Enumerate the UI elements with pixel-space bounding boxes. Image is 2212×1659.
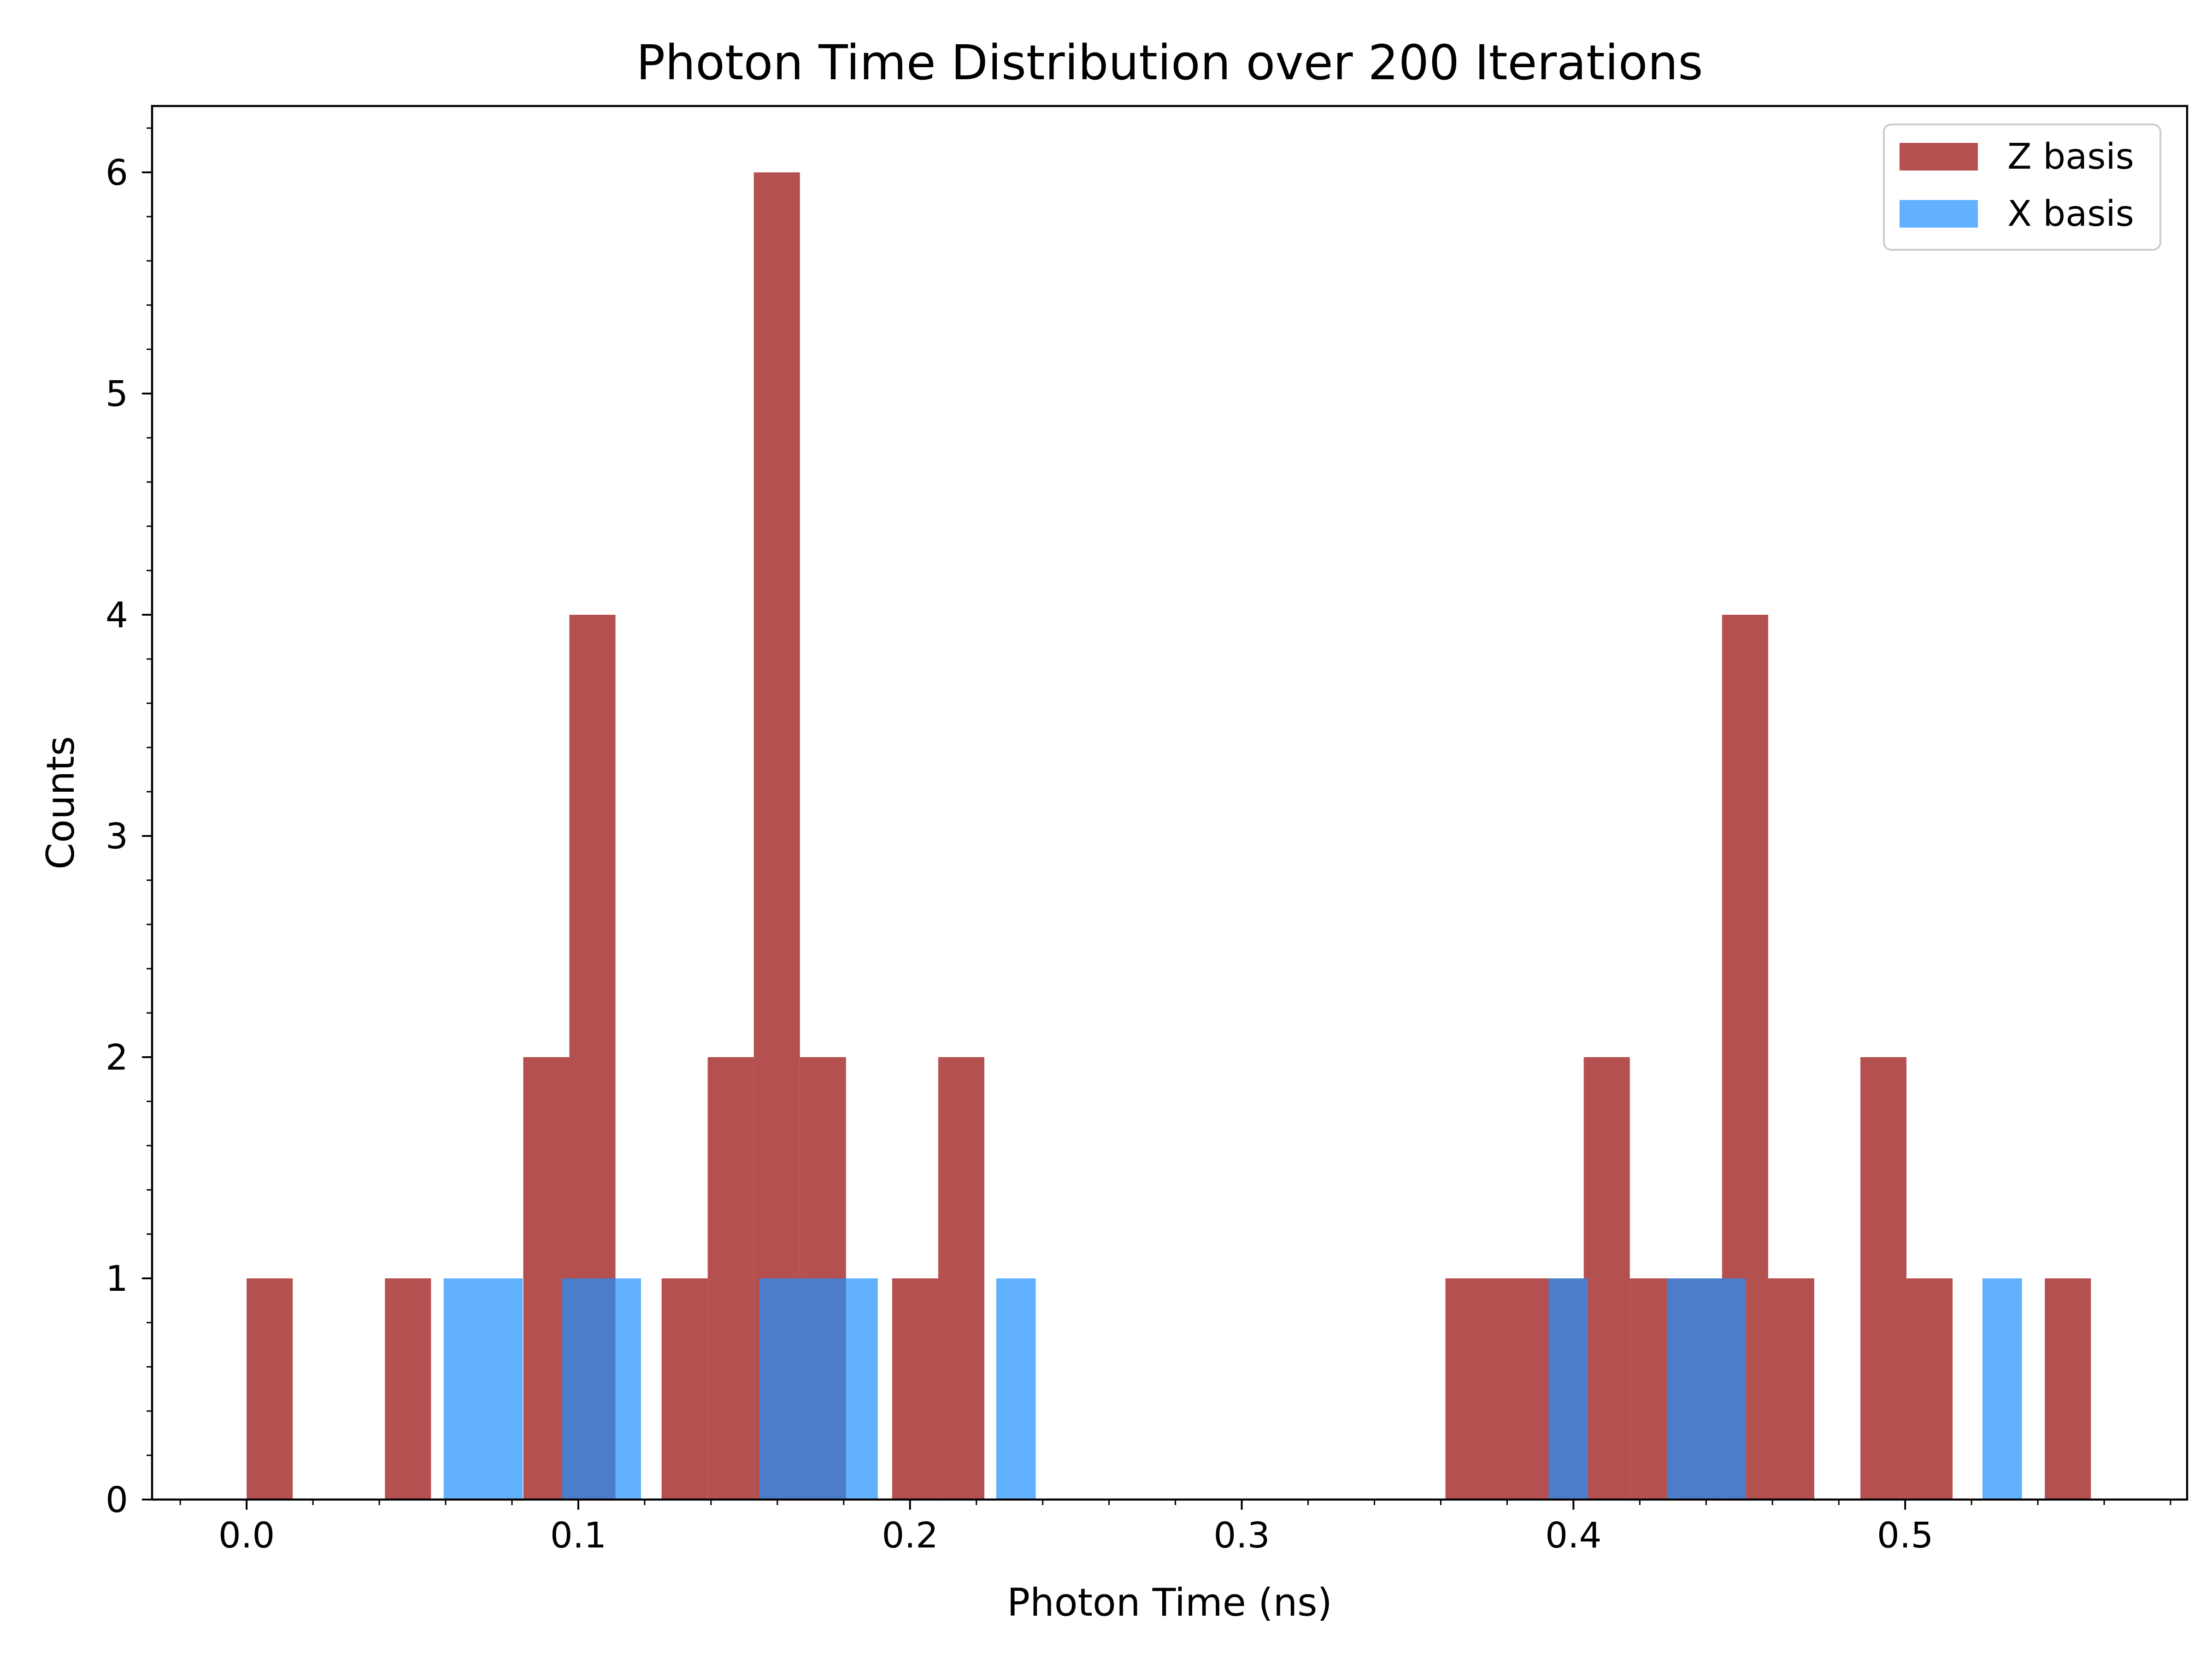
y-tick-label-3: 3 [106, 816, 128, 857]
x-basis-bar-0 [443, 1278, 483, 1500]
legend-label-z-basis: Z basis [2007, 136, 2134, 177]
z-basis-bar-11 [1491, 1278, 1538, 1500]
z-basis-bar-20 [2045, 1278, 2091, 1500]
y-axis-ticks: 0 1 2 3 4 5 6 [106, 127, 152, 1521]
x-basis-bar-7 [996, 1278, 1036, 1500]
z-basis-bar-9 [938, 1057, 984, 1500]
x-basis-bar-10 [1706, 1278, 1746, 1500]
x-basis-bar-3 [601, 1278, 641, 1500]
z-basis-bar-2 [523, 1057, 570, 1500]
x-basis-bar-8 [1548, 1278, 1588, 1500]
z-basis-bar-10 [1445, 1278, 1492, 1500]
z-basis-bar-5 [707, 1057, 754, 1500]
y-tick-label-6: 6 [106, 153, 128, 194]
x-axis-label: Photon Time (ns) [1007, 1580, 1332, 1625]
z-basis-bar-18 [1860, 1057, 1907, 1500]
y-tick-label-0: 0 [106, 1480, 128, 1521]
x-tick-label-2: 0.2 [882, 1515, 938, 1556]
x-basis-bar-5 [799, 1278, 839, 1500]
x-basis-bar-6 [838, 1278, 878, 1500]
z-basis-bar-17 [1768, 1278, 1814, 1500]
x-tick-label-5: 0.5 [1877, 1515, 1933, 1556]
z-basis-bar-1 [385, 1278, 431, 1500]
x-basis-bar-11 [1982, 1278, 2022, 1500]
plot-frame [151, 105, 2188, 1501]
y-axis-label: Counts [38, 736, 83, 870]
x-tick-label-4: 0.4 [1545, 1515, 1601, 1556]
y-tick-label-2: 2 [106, 1037, 128, 1078]
x-basis-bar-2 [562, 1278, 602, 1500]
x-basis-bar-9 [1667, 1278, 1707, 1500]
legend-swatch-z-basis [1900, 143, 1978, 171]
z-basis-bar-8 [892, 1278, 938, 1500]
legend-label-x-basis: X basis [2007, 194, 2134, 235]
z-basis-bar-0 [247, 1278, 293, 1500]
x-axis-ticks: 0.0 0.1 0.2 0.3 0.4 0.5 [179, 1500, 2171, 1556]
x-tick-label-3: 0.3 [1213, 1515, 1270, 1556]
legend-swatch-x-basis [1900, 200, 1978, 228]
z-basis-bar-4 [661, 1278, 708, 1500]
chart-title: Photon Time Distribution over 200 Iterat… [636, 35, 1703, 91]
z-basis-bar-13 [1583, 1057, 1630, 1500]
y-tick-label-1: 1 [106, 1259, 128, 1300]
x-basis-bar-1 [483, 1278, 523, 1500]
x-tick-label-1: 0.1 [550, 1515, 606, 1556]
z-basis-bar-19 [1906, 1278, 1953, 1500]
x-basis-bars [443, 1278, 2022, 1500]
y-tick-label-5: 5 [106, 374, 128, 415]
x-tick-label-0: 0.0 [218, 1515, 275, 1556]
y-tick-label-4: 4 [106, 595, 128, 636]
x-basis-bar-4 [759, 1278, 799, 1500]
legend: Z basis X basis [1883, 124, 2161, 251]
